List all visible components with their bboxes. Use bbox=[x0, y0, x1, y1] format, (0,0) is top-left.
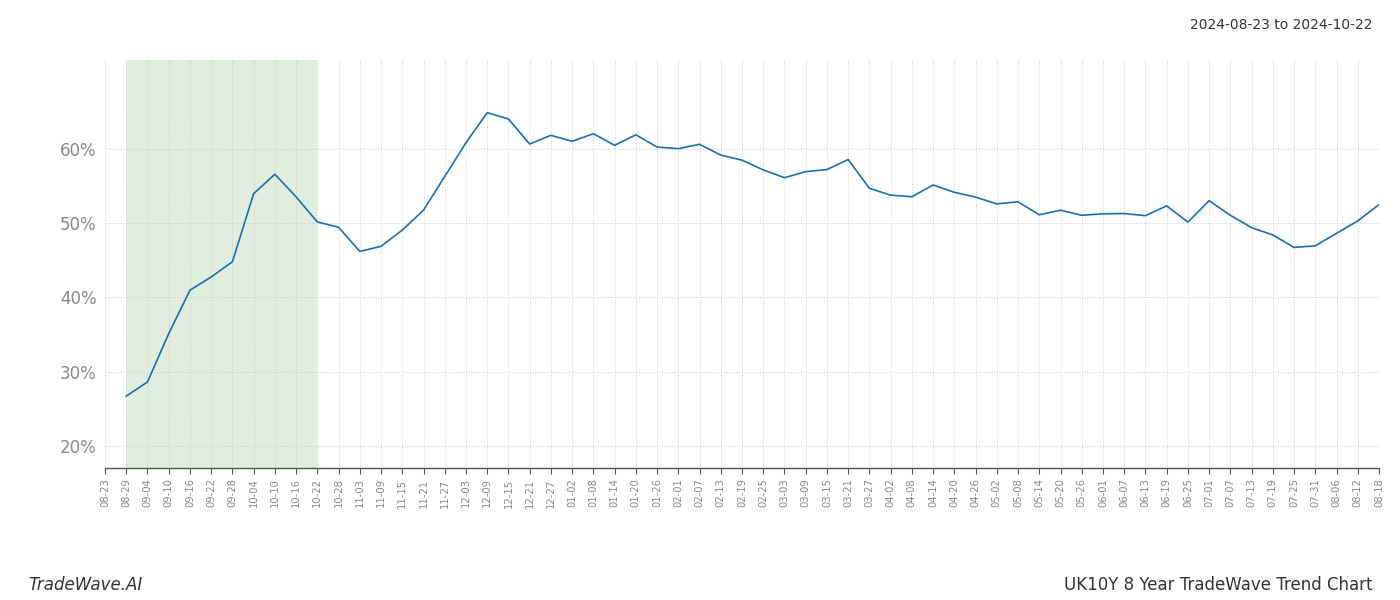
Text: UK10Y 8 Year TradeWave Trend Chart: UK10Y 8 Year TradeWave Trend Chart bbox=[1064, 576, 1372, 594]
Text: TradeWave.AI: TradeWave.AI bbox=[28, 576, 143, 594]
Text: 2024-08-23 to 2024-10-22: 2024-08-23 to 2024-10-22 bbox=[1190, 18, 1372, 32]
Bar bbox=[126, 60, 318, 468]
